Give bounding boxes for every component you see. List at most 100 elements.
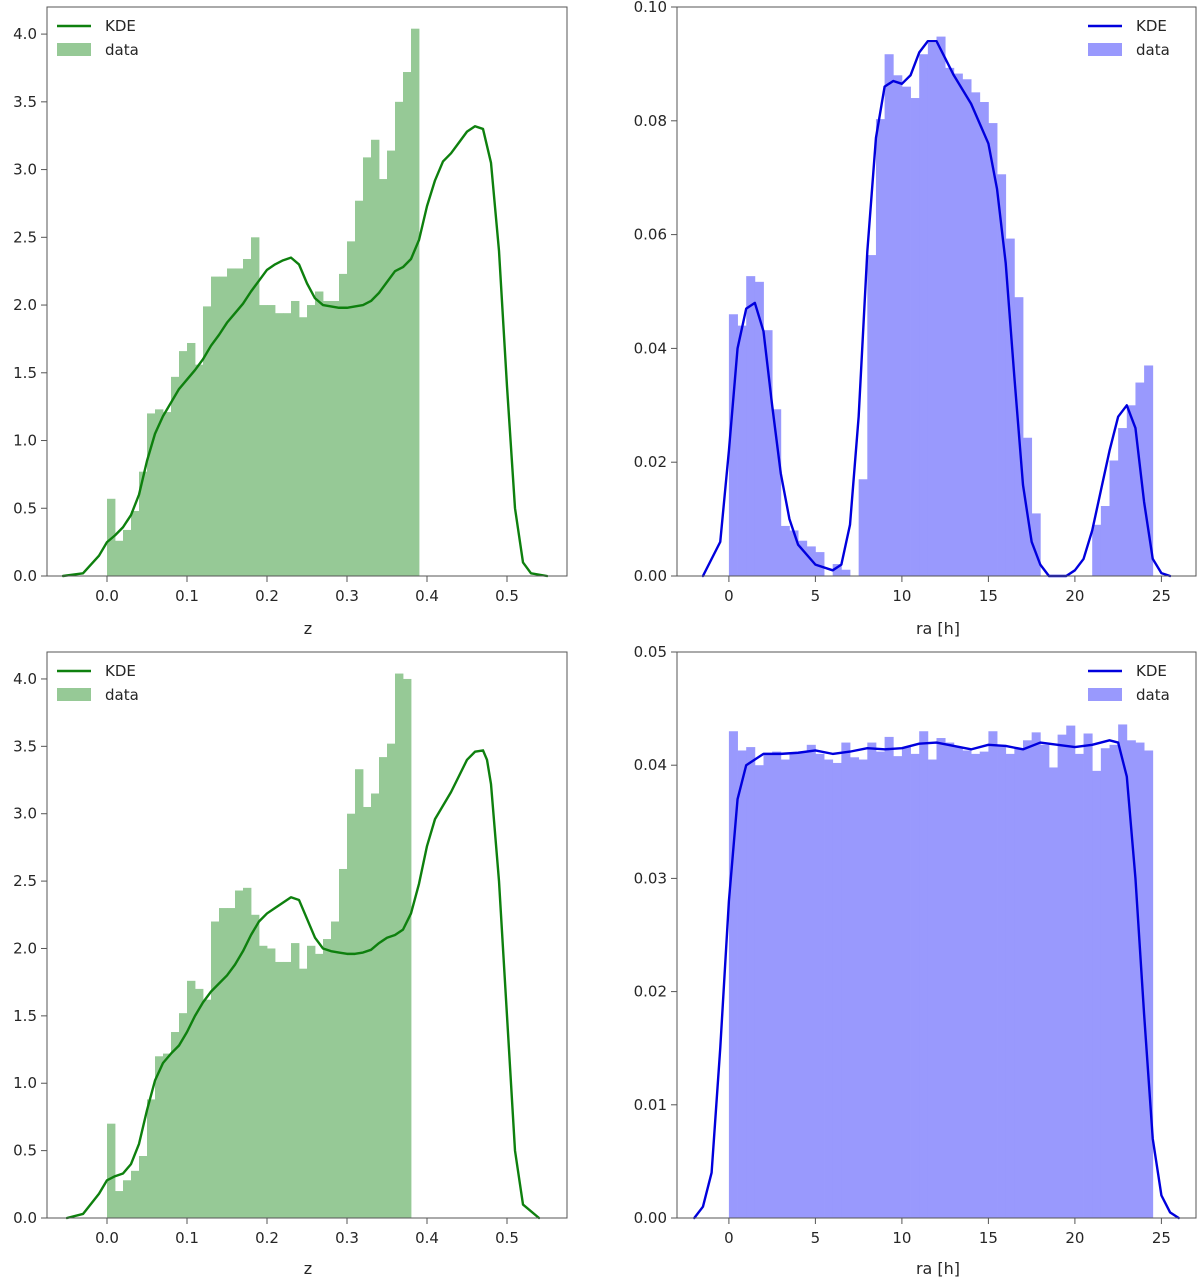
x-axis-label: z [304, 619, 312, 638]
histogram-bar [936, 738, 946, 1218]
histogram-bar [841, 569, 851, 576]
y-tick-label: 3.5 [13, 93, 37, 111]
y-tick-label: 2.5 [13, 872, 37, 890]
histogram-bar [211, 921, 220, 1218]
histogram-bar [147, 413, 156, 576]
histogram-bar [737, 325, 747, 576]
histogram-bar [195, 988, 204, 1218]
histogram-bar [746, 276, 756, 576]
histogram-bar [910, 753, 920, 1218]
histogram-bar [1048, 767, 1058, 1218]
histogram-bar [371, 793, 380, 1218]
histogram-bar [1031, 732, 1041, 1218]
x-axis-label: ra [h] [916, 1259, 960, 1278]
histogram-bar [953, 73, 963, 576]
histogram-bar [219, 276, 228, 576]
y-tick-label: 4.0 [13, 25, 37, 43]
histogram-bar [728, 731, 738, 1218]
y-tick-label: 3.0 [13, 805, 37, 823]
x-tick-label: 25 [1152, 587, 1171, 605]
histogram-bar [884, 736, 894, 1218]
histogram-bar [227, 908, 236, 1218]
histogram-bar [219, 908, 228, 1218]
histogram-bar [780, 525, 790, 576]
histogram-bar [131, 510, 140, 576]
panel-bottom-left: z 0.0 0.1 0.2 0.3 0.4 0.5 0.0 0.5 1.0 1.5 2.0 2.5 3.… [13, 651, 568, 1278]
histogram-bar [1144, 365, 1154, 576]
legend: KDE data [1088, 17, 1170, 59]
histogram-bar [147, 1099, 156, 1218]
y-tick-label: 0.5 [13, 499, 37, 517]
histogram-bar [815, 552, 825, 576]
histogram-bar [171, 1032, 180, 1218]
panel-top-right: ra [h] 0 5 10 15 20 25 0.00 0.02 0.04 0.06 0.08 0.1… [634, 0, 1197, 638]
histogram-bar [858, 759, 868, 1218]
histogram-bar [235, 890, 244, 1218]
histogram-bar [379, 179, 388, 577]
x-tick-label: 10 [892, 1229, 911, 1247]
histogram-bar [267, 305, 276, 576]
x-tick-label: 0.2 [255, 587, 279, 605]
histogram-bar [347, 241, 356, 576]
kde-line [61, 125, 549, 578]
histogram-bar [997, 744, 1007, 1218]
histogram-bar [179, 1013, 188, 1218]
x-tick-label: 0.1 [175, 1229, 199, 1247]
y-tick-label: 0.08 [634, 112, 667, 130]
axes-frame [46, 651, 568, 1219]
histogram-bar [155, 409, 164, 576]
x-tick-label: 0.3 [335, 587, 359, 605]
histogram-bars [107, 673, 412, 1218]
histogram-bar [299, 317, 308, 576]
y-tick-label: 0.04 [634, 756, 667, 774]
histogram-bar [737, 750, 747, 1218]
histogram-bar [1100, 748, 1110, 1218]
histogram-bar [763, 753, 773, 1218]
histogram-bar [1135, 382, 1145, 576]
histogram-bar [1031, 513, 1041, 576]
histogram-bar [1118, 428, 1128, 576]
histogram-bar [1014, 748, 1024, 1218]
histogram-bar [251, 237, 260, 576]
histogram-bar [901, 747, 911, 1218]
histogram-bar [163, 1053, 172, 1218]
histogram-bar [315, 953, 324, 1218]
histogram-bar [187, 980, 196, 1218]
y-tick-label: 0.0 [13, 1209, 37, 1227]
histogram-bar [772, 751, 782, 1218]
axes-frame [46, 6, 568, 577]
histogram-bar [953, 747, 963, 1218]
histogram-bar [395, 673, 404, 1218]
y-tick-label: 4.0 [13, 670, 37, 688]
histogram-bar [867, 742, 877, 1218]
histogram-bar [763, 330, 773, 576]
histogram-bars [728, 724, 1154, 1218]
histogram-bar [806, 744, 816, 1218]
histogram-bar [832, 762, 842, 1218]
histogram-bar [115, 540, 124, 576]
y-tick-label: 0.5 [13, 1142, 37, 1160]
histogram-bar [867, 255, 877, 576]
histogram-bar [307, 945, 316, 1218]
histogram-bar [728, 314, 738, 576]
x-tick-label: 0.2 [255, 1229, 279, 1247]
y-tick-label: 0.03 [634, 869, 667, 887]
histogram-bar [331, 921, 340, 1218]
legend-data-swatch [57, 43, 91, 56]
histogram-bar [893, 756, 903, 1218]
histogram-bar [275, 313, 284, 576]
histogram-bar [275, 961, 284, 1218]
histogram-bar [1126, 405, 1136, 576]
panel-top-left: z 0.0 0.1 0.2 0.3 0.4 0.5 0.0 0.5 1.0 1.5 2.0 2.5 3.… [13, 6, 568, 638]
histogram-bar [798, 751, 808, 1218]
histogram-bar [884, 54, 894, 577]
histogram-bar [179, 351, 188, 576]
x-tick-label: 10 [892, 587, 911, 605]
legend-data-swatch [1088, 43, 1122, 56]
x-axis-label: ra [h] [916, 619, 960, 638]
histogram-bar [789, 753, 799, 1218]
histogram-bar [772, 409, 782, 576]
histogram-bar [988, 731, 998, 1218]
histogram-bar [858, 479, 868, 576]
